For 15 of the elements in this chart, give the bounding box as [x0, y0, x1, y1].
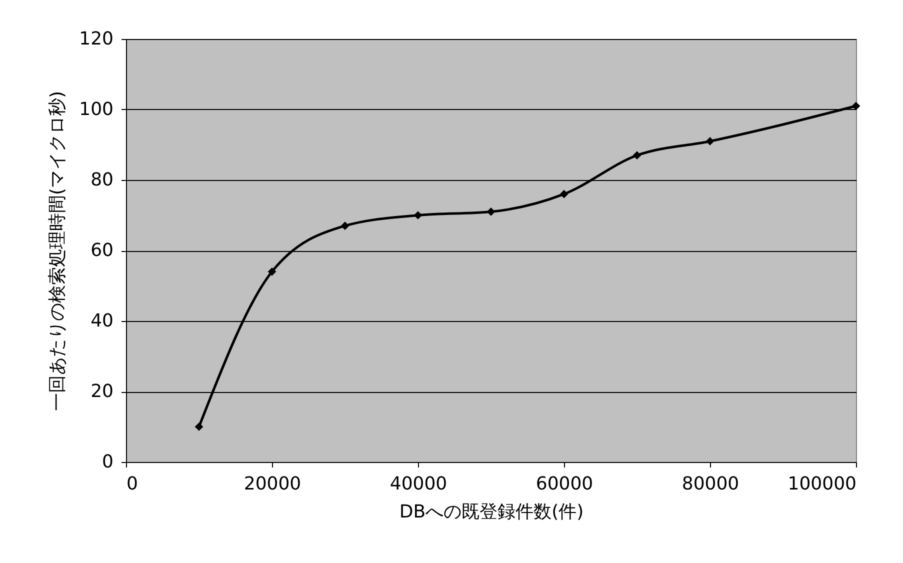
y-tick-label: 100	[79, 99, 114, 120]
y-tick-label: 0	[102, 452, 114, 472]
y-axis-title: 一回あたりの検索処理時間(マイクロ秒)	[47, 90, 68, 412]
x-tick-label: 80000	[682, 474, 740, 494]
y-tick-label: 20	[90, 381, 114, 402]
y-tick-label: 120	[79, 28, 114, 50]
y-tick-label: 80	[90, 170, 114, 190]
x-tick-label: 0	[126, 474, 138, 494]
x-tick-label: 40000	[390, 474, 448, 494]
x-tick-label: 100000	[788, 474, 856, 494]
x-axis-title: DBへの既登録件数(件)	[399, 502, 584, 522]
y-tick-label: 60	[90, 240, 114, 261]
x-tick-label: 60000	[536, 474, 594, 494]
y-tick-label: 40	[90, 310, 114, 332]
x-tick-label: 20000	[244, 474, 302, 494]
